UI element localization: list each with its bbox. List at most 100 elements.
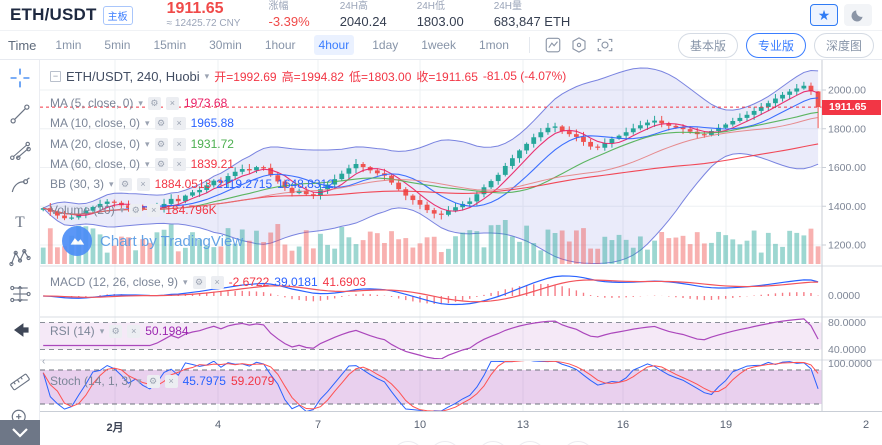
zoom-out-button[interactable]: − xyxy=(392,441,424,445)
chevron-down-icon[interactable]: ▾ xyxy=(204,70,210,81)
gear-icon[interactable]: ⚙ xyxy=(129,203,143,217)
pro-version-button[interactable]: 专业版 xyxy=(745,32,806,58)
trend-line-icon xyxy=(10,104,30,124)
ruler-icon xyxy=(10,373,30,391)
volume-ma-value: 184.796K xyxy=(165,203,217,217)
pan-left-button[interactable]: ‹ xyxy=(477,441,509,445)
symbol-legend-row: − ETH/USDT, 240, Huobi ▾ 开=1992.69 高=199… xyxy=(50,68,566,84)
text-tool[interactable]: T xyxy=(0,204,40,240)
stoch-axis-label: 100.0000 xyxy=(828,358,872,370)
volume-label[interactable]: Volume (20) xyxy=(50,203,115,217)
interval-4hour[interactable]: 4hour xyxy=(313,35,355,55)
interval-1day[interactable]: 1day xyxy=(372,38,399,52)
basic-version-button[interactable]: 基本版 xyxy=(677,32,738,58)
price-axis-label: 1400.00 xyxy=(828,201,866,213)
sidebar-expand-button[interactable] xyxy=(0,420,40,445)
brush-tool[interactable] xyxy=(0,168,40,204)
reset-view-button[interactable]: ↺ xyxy=(562,441,594,445)
interval-1min[interactable]: 1min xyxy=(55,38,82,52)
gear-icon[interactable]: ⚙ xyxy=(146,374,160,388)
interval-1hour[interactable]: 1hour xyxy=(264,38,296,52)
macd-line-value: 39.0181 xyxy=(274,275,318,289)
zoom-in-button[interactable]: + xyxy=(429,441,461,445)
close-icon[interactable]: × xyxy=(136,177,150,191)
gear-icon[interactable]: ⚙ xyxy=(154,116,168,130)
legend-symbol-title[interactable]: ETH/USDT, 240, Huobi xyxy=(66,68,200,84)
macd-label[interactable]: MACD (12, 26, close, 9) xyxy=(50,275,179,289)
ma10-label[interactable]: MA (10, close, 0) xyxy=(50,116,141,130)
stoch-label[interactable]: Stoch (14, 1, 3) xyxy=(50,374,133,388)
gear-icon[interactable]: ⚙ xyxy=(118,177,132,191)
bb-basis-value: 1884.0513 xyxy=(154,177,212,191)
interval-30min[interactable]: 30min xyxy=(209,38,242,52)
close-icon[interactable]: × xyxy=(165,96,179,110)
ma60-label[interactable]: MA (60, close, 0) xyxy=(50,157,141,171)
stat-24h-volume: 24H量 683,847 ETH xyxy=(493,0,571,29)
close-icon[interactable]: × xyxy=(127,324,141,338)
chart-style-button[interactable] xyxy=(540,34,566,56)
gear-icon[interactable]: ⚙ xyxy=(109,324,123,338)
high-value: 2040.24 xyxy=(339,13,387,29)
interval-1mon[interactable]: 1mon xyxy=(478,38,509,52)
panel-collapse-handle[interactable]: ‹ xyxy=(42,356,46,367)
pan-right-button[interactable]: › xyxy=(514,441,546,445)
close-icon[interactable]: × xyxy=(164,374,178,388)
ma60-legend-row: MA (60, close, 0) ▾ ⚙ × 1839.21 xyxy=(50,157,234,171)
close-icon[interactable]: × xyxy=(210,275,224,289)
interval-1week[interactable]: 1week xyxy=(421,38,456,52)
rsi-label[interactable]: RSI (14) xyxy=(50,324,95,338)
cny-price: ≈ 12425.72 CNY xyxy=(166,17,241,29)
svg-text:T: T xyxy=(15,214,25,231)
interval-5min[interactable]: 5min xyxy=(104,38,131,52)
watermark-text: Chart by TradingView xyxy=(100,232,244,250)
close-icon[interactable]: × xyxy=(147,203,161,217)
ma10-value: 1965.88 xyxy=(190,116,234,130)
symbol-title: ETH/USDT xyxy=(10,5,97,24)
ohlc-close: 收=1911.65 xyxy=(416,69,478,84)
pattern-tool[interactable] xyxy=(0,240,40,276)
tradingview-watermark: Chart by TradingView xyxy=(62,226,243,256)
hide-panel-arrow[interactable] xyxy=(0,312,40,348)
drawing-tools-sidebar: T xyxy=(0,60,40,445)
snapshot-button[interactable] xyxy=(592,34,618,56)
ma20-legend-row: MA (20, close, 0) ▾ ⚙ × 1931.72 xyxy=(50,137,234,151)
favorite-star-button[interactable]: ★ xyxy=(810,4,838,26)
interval-15min[interactable]: 15min xyxy=(153,38,187,52)
legend-collapse-icon[interactable]: − xyxy=(50,70,61,82)
macd-axis-label: 0.0000 xyxy=(828,290,860,302)
crosshair-tool[interactable] xyxy=(0,60,40,96)
toolbar-divider xyxy=(528,37,530,53)
night-mode-button[interactable] xyxy=(844,4,872,26)
rsi-axis-label: 80.0000 xyxy=(828,317,866,329)
parallel-lines-tool[interactable] xyxy=(0,132,40,168)
price-axis-label: 1200.00 xyxy=(828,240,866,252)
depth-chart-button[interactable]: 深度图 xyxy=(813,32,874,58)
arrow-left-icon xyxy=(14,323,29,337)
ma20-label[interactable]: MA (20, close, 0) xyxy=(50,137,141,151)
ticker-stats: 涨幅 -3.39% 24H高 2040.24 24H低 1803.00 24H量… xyxy=(268,1,570,30)
time-axis-label: 4 xyxy=(214,419,222,431)
gear-icon[interactable]: ⚙ xyxy=(154,137,168,151)
stoch-legend-row: Stoch (14, 1, 3) ▾ ⚙ × 45.7975 59.2079 xyxy=(50,374,275,388)
chart-nav-controls: − + ‹ › ↺ xyxy=(392,441,594,445)
ma60-value: 1839.21 xyxy=(190,157,234,171)
macd-signal-value: 41.6903 xyxy=(322,275,367,289)
gear-icon[interactable]: ⚙ xyxy=(147,96,161,110)
close-icon[interactable]: × xyxy=(172,157,186,171)
gear-icon[interactable]: ⚙ xyxy=(154,157,168,171)
last-price: 1911.65 xyxy=(166,0,224,17)
measure-tool[interactable] xyxy=(0,364,40,400)
time-axis[interactable]: 2月 4 7 10 13 16 19 2 xyxy=(40,412,882,445)
gear-icon[interactable]: ⚙ xyxy=(192,275,206,289)
close-icon[interactable]: × xyxy=(172,137,186,151)
stat-24h-low: 24H低 1803.00 xyxy=(416,0,464,29)
close-icon[interactable]: × xyxy=(172,116,186,130)
last-price-tag: 1911.65 xyxy=(822,99,881,115)
forecast-tool[interactable] xyxy=(0,276,40,312)
indicator-settings-button[interactable] xyxy=(566,34,592,56)
time-axis-label: 10 xyxy=(413,419,427,431)
trend-line-tool[interactable] xyxy=(0,96,40,132)
chart-container: 2000.00 1800.00 1600.00 1400.00 1200.00 0.000… xyxy=(40,60,882,445)
bb-label[interactable]: BB (30, 3) xyxy=(50,177,105,191)
ma5-label[interactable]: MA (5, close, 0) xyxy=(50,96,134,110)
